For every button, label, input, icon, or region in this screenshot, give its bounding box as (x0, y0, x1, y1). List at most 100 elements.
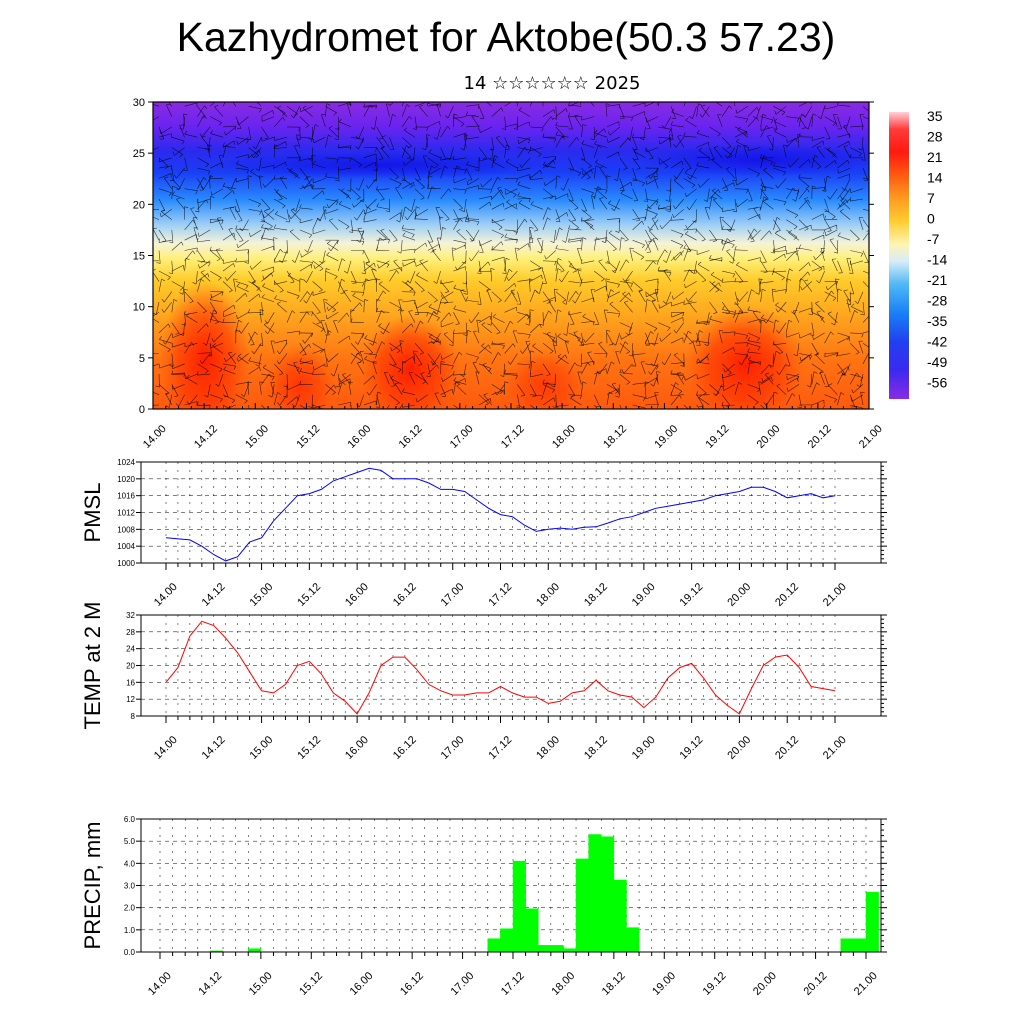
wind-barb (698, 264, 710, 272)
wind-barb (555, 227, 560, 241)
wind-barb (614, 198, 621, 211)
wind-barb (261, 373, 270, 385)
wind-barb (568, 209, 576, 221)
wind-barb-feather (728, 155, 733, 159)
x-tick-label: 16.00 (345, 423, 373, 451)
wind-barb-feather (179, 154, 183, 158)
wind-barb-feather (198, 264, 200, 269)
wind-barb (466, 164, 480, 169)
wind-barb (312, 217, 319, 231)
wind-barb-feather (629, 354, 634, 357)
wind-barb-feather (804, 279, 809, 282)
wind-barb-feather (393, 259, 398, 262)
wind-barb (210, 299, 224, 303)
wind-barb (811, 113, 814, 127)
wind-barb (491, 249, 505, 251)
wind-barb-feather (817, 166, 822, 170)
wind-barb (306, 270, 313, 283)
wind-barb-feather (711, 281, 716, 284)
wind-barb-feather (291, 259, 296, 263)
wind-barb (402, 299, 416, 303)
wind-barb (652, 238, 659, 251)
wind-barb-feather (734, 277, 737, 282)
wind-barb (760, 281, 774, 284)
wind-barb-feather (809, 355, 813, 360)
wind-barb-feather (784, 253, 786, 258)
precip-bar (853, 938, 867, 953)
wind-barb (552, 340, 557, 354)
wind-barb (479, 157, 492, 162)
wind-barb (376, 311, 390, 313)
wind-barb-feather (313, 264, 316, 269)
wind-barb-feather (436, 364, 439, 369)
wind-barb-feather (701, 239, 706, 242)
wind-barb (859, 114, 864, 127)
wind-barb (822, 404, 825, 409)
wind-barb-feather (279, 249, 284, 253)
wind-barb-feather (406, 94, 409, 96)
wind-barb-feather (376, 203, 379, 207)
wind-barb-feather (207, 354, 212, 357)
wind-barb-feather (181, 323, 186, 326)
wind-barb (223, 369, 236, 375)
wind-barb-feather (428, 303, 432, 308)
wind-barb (709, 126, 721, 135)
wind-barb (603, 309, 608, 323)
wind-barb (440, 301, 454, 304)
wind-barb (811, 382, 817, 395)
wind-barb-feather (529, 226, 534, 229)
wind-barb (323, 299, 326, 313)
wind-barb-feather (727, 228, 731, 232)
wind-barb-feather (305, 125, 310, 128)
wind-barb (414, 218, 428, 220)
wind-barb-feather (757, 388, 761, 393)
wind-barb-feather (464, 189, 467, 194)
wind-barb-feather (686, 250, 691, 253)
wind-barb-feather (557, 333, 561, 337)
wind-barb-feather (534, 229, 539, 232)
wind-barb-feather (183, 372, 186, 377)
wind-barb (290, 209, 301, 220)
wind-barb (250, 229, 262, 237)
wind-barb-feather (420, 186, 425, 190)
wind-barb (248, 106, 262, 110)
wind-barb-feather (699, 330, 703, 333)
wind-barb (184, 291, 194, 302)
wind-barb (466, 185, 479, 189)
wind-barb-feather (147, 387, 150, 390)
wind-barb (267, 322, 275, 334)
x-tick-label: 20.00 (755, 423, 783, 451)
wind-barb-feather (183, 113, 188, 116)
wind-barb-feather (745, 354, 749, 359)
wind-barb (413, 147, 416, 161)
wind-barb-feather (428, 170, 430, 175)
wind-barb-feather (751, 289, 755, 293)
wind-barb-feather (459, 218, 463, 222)
wind-barb (235, 228, 249, 231)
wind-barb (839, 211, 851, 220)
wind-barb (862, 147, 866, 161)
wind-barb (478, 398, 491, 406)
wind-barb (453, 312, 460, 324)
wind-barb (419, 260, 429, 272)
wind-barb (325, 209, 339, 214)
wind-barb (395, 187, 403, 200)
wind-barb (347, 260, 352, 274)
wind-barb (618, 219, 621, 233)
wind-barb-feather (571, 219, 576, 222)
wind-barb (159, 339, 172, 344)
wind-barb-feather (726, 166, 731, 170)
wind-barb (593, 371, 598, 385)
wind-barb (273, 116, 283, 128)
wind-barb (158, 229, 167, 241)
wind-barb-feather (428, 334, 433, 338)
wind-barb-feather (649, 157, 654, 160)
wind-barb (722, 373, 736, 379)
wind-barb-feather (581, 217, 583, 222)
wind-barb (465, 209, 470, 223)
wind-barb-feather (168, 323, 171, 328)
wind-barb (312, 260, 324, 269)
wind-barb (696, 142, 709, 148)
wind-barb-feather (164, 166, 169, 169)
wind-barb (518, 136, 531, 144)
